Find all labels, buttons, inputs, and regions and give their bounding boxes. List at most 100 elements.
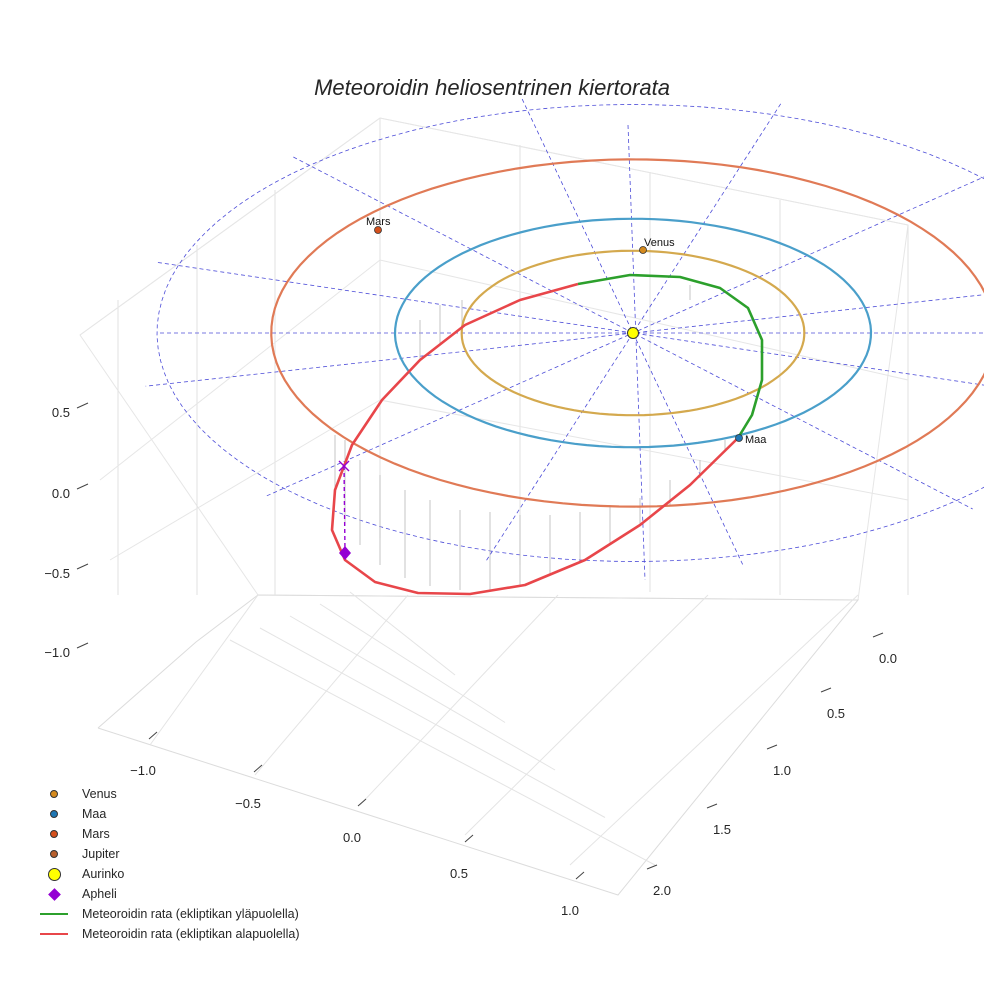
legend-label: Meteoroidin rata (ekliptikan yläpuolella…: [82, 907, 299, 921]
legend-swatch: [34, 784, 74, 804]
legend-dot-icon: [50, 810, 58, 818]
legend-line-icon: [40, 913, 68, 915]
legend-label: Apheli: [82, 887, 117, 901]
x-tick-label-1: −0.5: [235, 796, 261, 811]
axis-grid: [79, 117, 909, 896]
meteoroid-path-above: [577, 273, 764, 439]
chart-title: Meteoroidin heliosentrinen kiertorata: [314, 75, 670, 100]
z-tick-mark-0: [76, 402, 89, 409]
legend-item: Maa: [34, 804, 299, 824]
legend-label: Venus: [82, 787, 117, 801]
y-tick-label-4: 2.0: [653, 883, 671, 898]
grid-horizontal-2: [109, 399, 381, 561]
legend-label: Meteoroidin rata (ekliptikan alapuolella…: [82, 927, 300, 941]
floor-grid-y-0: [229, 639, 656, 866]
legend-swatch: [34, 884, 74, 904]
floor-grid-x-3: [464, 594, 709, 836]
floor-grid-y-3: [319, 603, 506, 723]
floor-grid-y-4: [349, 591, 456, 676]
z-tick-label-3: −1.0: [44, 645, 70, 660]
back-panel: [79, 117, 909, 601]
legend-swatch: [34, 824, 74, 844]
ecliptic-vertical-axis: [627, 124, 646, 581]
legend-swatch: [34, 924, 74, 944]
legend-item: Aurinko: [34, 864, 299, 884]
x-tick-mark-2: [357, 798, 367, 807]
legend-item: Mars: [34, 824, 299, 844]
x-tick-mark-0: [148, 731, 158, 740]
z-tick-mark-2: [76, 563, 89, 570]
legend-swatch: [34, 864, 74, 884]
z-tick-label-0: 0.5: [52, 405, 70, 420]
grid-horizontal-1: [99, 259, 381, 481]
orbit-maa: [393, 217, 873, 449]
grid-horizontal-0: [79, 117, 381, 336]
venus-marker: [639, 246, 647, 254]
mars-label: Mars: [366, 216, 391, 228]
x-tick-mark-4: [575, 871, 585, 880]
legend-item: Apheli: [34, 884, 299, 904]
x-tick-mark-1: [253, 764, 263, 773]
orbit-venus: [460, 249, 806, 417]
y-tick-mark-3: [706, 803, 718, 809]
ecliptic-spoke-5: [293, 156, 973, 510]
orbit-mars: [270, 158, 984, 508]
y-tick-mark-4: [646, 864, 658, 870]
x-tick-label-3: 0.5: [450, 866, 468, 881]
grid-horizontal-3: [379, 117, 909, 226]
legend-dot-icon: [50, 830, 58, 838]
z-tick-mark-3: [76, 642, 89, 649]
floor-grid-y-1: [259, 627, 606, 818]
aphelion-projection-line: [343, 465, 346, 553]
y-tick-label-0: 0.0: [879, 651, 897, 666]
grid-horizontal-5: [379, 399, 909, 501]
legend: Venus Maa Mars Jupiter Aurinko Apheli Meteoroi…: [34, 784, 299, 944]
floor-outline: [97, 594, 860, 896]
legend-dot-icon: [50, 850, 58, 858]
legend-line-icon: [40, 933, 68, 935]
y-tick-mark-2: [766, 744, 778, 750]
legend-label: Mars: [82, 827, 110, 841]
aphelion-diamond: [339, 546, 351, 560]
floor-grid-x-0: [149, 594, 259, 746]
legend-circle-icon: [47, 867, 61, 881]
floor-grid-y-2: [289, 615, 556, 771]
y-tick-label-2: 1.0: [773, 763, 791, 778]
z-tick-label-2: −0.5: [44, 566, 70, 581]
markers: Venus Maa Mars: [338, 216, 767, 560]
legend-swatch: [34, 904, 74, 924]
legend-item: Jupiter: [34, 844, 299, 864]
legend-label: Aurinko: [82, 867, 125, 881]
planet-orbits: [270, 158, 984, 508]
y-tick-mark-0: [872, 632, 884, 638]
legend-label: Maa: [82, 807, 107, 821]
earth-label: Maa: [745, 434, 767, 446]
sun-marker: [627, 327, 639, 339]
legend-item: Venus: [34, 784, 299, 804]
z-tick-label-1: 0.0: [52, 486, 70, 501]
earth-marker: [735, 434, 743, 442]
legend-swatch: [34, 804, 74, 824]
legend-item: Meteoroidin rata (ekliptikan yläpuolella…: [34, 904, 299, 924]
floor-grid-x-4: [569, 594, 859, 866]
x-tick-label-0: −1.0: [130, 763, 156, 778]
grid-horizontal-4: [379, 259, 909, 381]
legend-item: Meteoroidin rata (ekliptikan alapuolella…: [34, 924, 299, 944]
meteoroid-stems: [334, 285, 726, 590]
y-tick-label-3: 1.5: [713, 822, 731, 837]
aphelion-projection-x: [338, 460, 350, 472]
y-tick-label-1: 0.5: [827, 706, 845, 721]
ecliptic-ring-outer: [156, 104, 984, 562]
mars-marker: [374, 226, 382, 234]
legend-label: Jupiter: [82, 847, 120, 861]
x-tick-label-4: 1.0: [561, 903, 579, 918]
floor-grid-x-2: [359, 594, 559, 806]
z-tick-mark-1: [76, 483, 89, 490]
floor-grid-x-1: [254, 594, 409, 776]
x-tick-label-2: 0.0: [343, 830, 361, 845]
legend-swatch: [34, 844, 74, 864]
venus-label: Venus: [644, 237, 675, 249]
legend-dot-icon: [50, 790, 58, 798]
y-tick-mark-1: [820, 687, 832, 693]
